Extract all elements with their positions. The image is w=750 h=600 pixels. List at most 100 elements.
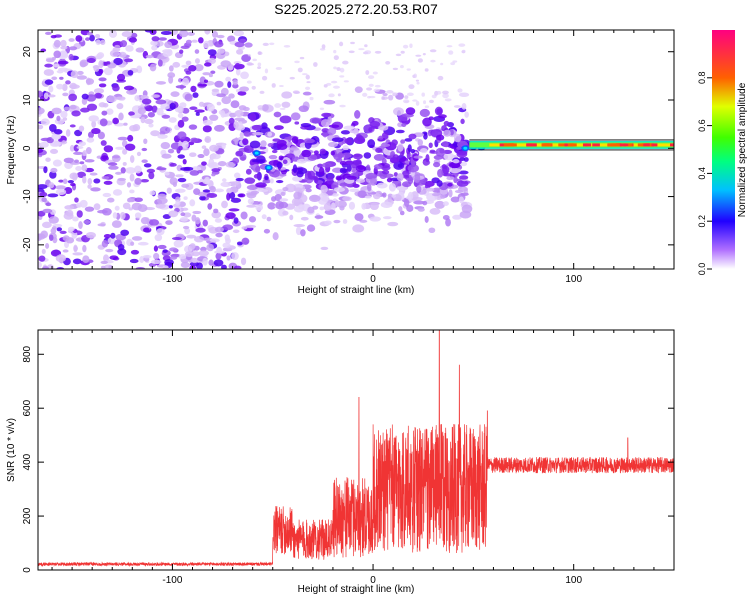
heatmap-cell xyxy=(343,219,347,224)
heatmap-cell xyxy=(428,227,435,233)
heatmap-cell xyxy=(220,60,230,67)
heatmap-cell xyxy=(99,102,107,107)
heatmap-cell xyxy=(182,141,189,149)
heatmap-cell xyxy=(457,180,469,186)
heatmap-cell xyxy=(68,227,75,232)
heatmap-cell xyxy=(156,81,166,85)
heatmap-cell xyxy=(41,118,50,125)
heatmap-cell xyxy=(364,44,367,47)
heatmap-cell xyxy=(328,93,334,97)
heatmap-cell xyxy=(393,68,398,70)
heatmap-cell xyxy=(375,51,381,54)
heatmap-cell xyxy=(222,242,230,248)
y-tick-label: 400 xyxy=(22,453,33,470)
heatmap-cell xyxy=(423,132,428,139)
heatmap-cell xyxy=(129,37,137,42)
heatmap-cells xyxy=(33,27,677,272)
heatmap-cell xyxy=(252,125,262,130)
heatmap-cell xyxy=(235,151,243,157)
heatmap-cell xyxy=(288,147,299,150)
heatmap-cell xyxy=(164,172,169,176)
heatmap-cell xyxy=(261,122,267,129)
heatmap-cell xyxy=(43,166,47,173)
heatmap-cell xyxy=(397,183,401,186)
heatmap-cell xyxy=(161,142,171,149)
heatmap-cell xyxy=(178,178,187,182)
heatmap-cell xyxy=(68,38,74,42)
heatmap-cell xyxy=(124,58,133,62)
heatmap-cell xyxy=(300,57,304,59)
heatmap-cell xyxy=(370,202,379,210)
heatmap-cell xyxy=(320,108,324,110)
heatmap-cell xyxy=(273,232,279,240)
heatmap-cell xyxy=(369,216,381,221)
heatmap-cell xyxy=(153,253,159,260)
heatmap-cell xyxy=(123,123,127,126)
heatmap-cell xyxy=(274,125,284,130)
heatmap-cell xyxy=(48,86,53,93)
heatmap-cell xyxy=(374,89,380,92)
heatmap-cell xyxy=(440,194,445,199)
heatmap-cell xyxy=(85,37,90,41)
heatmap-cell xyxy=(50,149,58,154)
y-tick-label: 10 xyxy=(22,94,33,106)
heatmap-cell xyxy=(76,202,82,207)
heatmap-cell xyxy=(156,167,166,170)
heatmap-cell xyxy=(460,119,464,124)
heatmap-cell xyxy=(369,84,374,87)
heatmap-cell xyxy=(62,93,68,97)
band-peak xyxy=(568,143,577,146)
heatmap-cell xyxy=(216,93,226,97)
heatmap-cell xyxy=(72,217,78,222)
heatmap-cell xyxy=(210,186,216,193)
heatmap-cell xyxy=(141,159,147,163)
heatmap-cell xyxy=(294,206,304,213)
heatmap-cell xyxy=(442,164,447,169)
snr-ticks: -10001000200400600800 xyxy=(22,330,674,586)
heatmap-cell xyxy=(392,194,396,197)
heatmap-cell xyxy=(463,147,467,150)
heatmap-cell xyxy=(118,52,126,58)
x-tick-label: 100 xyxy=(565,274,582,285)
heatmap-cell xyxy=(215,189,224,193)
heatmap-cell xyxy=(323,100,335,105)
heatmap-cell xyxy=(241,258,246,265)
heatmap-cell xyxy=(400,65,404,68)
heatmap-cell xyxy=(188,65,196,72)
heatmap-cell xyxy=(309,195,321,202)
heatmap-cell xyxy=(448,189,452,197)
heatmap-cell xyxy=(356,134,362,140)
heatmap-cell xyxy=(350,42,355,44)
heatmap-cell xyxy=(340,183,348,187)
heatmap-cell xyxy=(154,245,158,251)
heatmap-cell xyxy=(246,62,252,66)
heatmap-cell xyxy=(227,81,231,88)
heatmap-cell xyxy=(270,178,274,183)
heatmap-cell xyxy=(444,144,448,147)
heatmap-cell xyxy=(412,99,417,101)
heatmap-cell xyxy=(210,154,221,160)
heatmap-cell xyxy=(80,108,90,113)
heatmap-cell xyxy=(354,110,360,119)
heatmap-cell xyxy=(462,50,465,52)
heatmap-cell xyxy=(149,191,155,196)
heatmap-cell xyxy=(349,50,355,53)
heatmap-cell xyxy=(464,157,469,162)
heatmap-cell xyxy=(78,141,86,146)
heatmap-cell xyxy=(243,107,250,111)
heatmap-cell xyxy=(97,210,108,214)
heatmap-cell xyxy=(429,142,433,148)
band-peak xyxy=(628,143,632,146)
heatmap-cell xyxy=(233,230,240,234)
heatmap-cell xyxy=(102,240,108,247)
heatmap-cell xyxy=(222,178,227,182)
heatmap-cell xyxy=(116,103,123,109)
heatmap-cell xyxy=(51,35,57,38)
heatmap-cell xyxy=(362,93,367,97)
heatmap-cell xyxy=(339,105,346,108)
heatmap-cell xyxy=(320,149,326,155)
heatmap-cell xyxy=(300,229,306,236)
heatmap-cell xyxy=(41,197,46,202)
heatmap-cell xyxy=(226,188,232,194)
heatmap-cell xyxy=(293,164,297,173)
